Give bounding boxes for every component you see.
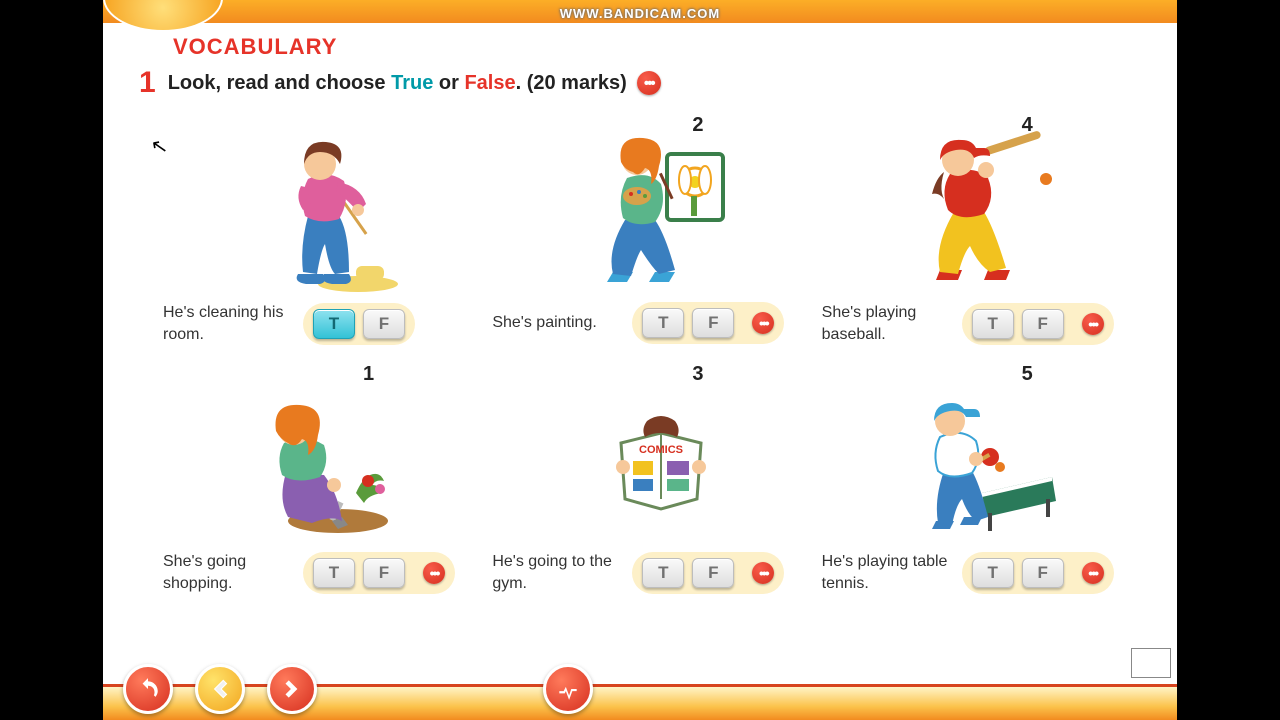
illustration-gardening xyxy=(163,363,482,543)
svg-text:COMICS: COMICS xyxy=(639,444,683,456)
section-title: VOCABULARY xyxy=(173,34,1141,60)
illustration-reading: COMICS xyxy=(492,363,811,543)
illustration-cleaning xyxy=(163,114,482,294)
exercise-item: 1 xyxy=(163,363,482,594)
tf-buttons: T F ••• xyxy=(303,552,455,594)
illustration-baseball xyxy=(822,114,1141,294)
exercise-item: 5 xyxy=(822,363,1141,594)
answer-row: He's cleaning his room. T F xyxy=(163,302,482,345)
content-area: ↖ VOCABULARY 1 Look, read and choose Tru… xyxy=(103,26,1177,594)
answer-row: He's playing table tennis. T F ••• xyxy=(822,551,1141,594)
instruction-text: Look, read and choose True or False. (20… xyxy=(168,72,627,95)
item-caption: She's going shopping. xyxy=(163,551,293,594)
answer-row: She's playing baseball. T F ••• xyxy=(822,302,1141,345)
exercise-number: 1 xyxy=(139,66,156,100)
exercise-item: 4 She's pla xyxy=(822,114,1141,345)
illustration-table-tennis xyxy=(822,363,1141,543)
tf-buttons: T F ••• xyxy=(962,552,1114,594)
instruction-suffix: . (20 marks) xyxy=(516,72,627,94)
exercise-grid: He's cleaning his room. T F 2 xyxy=(163,114,1141,594)
false-button[interactable]: F xyxy=(1022,558,1064,588)
instruction-or: or xyxy=(433,72,464,94)
false-button[interactable]: F xyxy=(1022,309,1064,339)
tf-buttons: T F ••• xyxy=(632,552,784,594)
hint-badge-icon[interactable]: ••• xyxy=(752,562,774,584)
watermark: WWW.BANDICAM.COM xyxy=(560,6,720,21)
prev-button[interactable] xyxy=(195,664,245,714)
true-button[interactable]: T xyxy=(642,308,684,338)
tools-button[interactable] xyxy=(543,664,593,714)
item-number: 3 xyxy=(692,363,703,386)
instruction-true: True xyxy=(391,72,433,94)
item-caption: She's painting. xyxy=(492,312,622,334)
hint-badge-icon[interactable]: ••• xyxy=(752,312,774,334)
hint-badge-icon[interactable]: ••• xyxy=(1082,562,1104,584)
item-number: 4 xyxy=(1022,114,1033,137)
true-button[interactable]: T xyxy=(313,309,355,339)
nav-buttons-left xyxy=(123,664,317,714)
instruction-false: False xyxy=(464,72,515,94)
hint-badge-icon[interactable]: ••• xyxy=(1082,313,1104,335)
true-button[interactable]: T xyxy=(972,309,1014,339)
tf-buttons: T F ••• xyxy=(962,303,1114,345)
page-input-box[interactable] xyxy=(1131,648,1171,678)
item-caption: He's playing table tennis. xyxy=(822,551,952,594)
false-button[interactable]: F xyxy=(692,558,734,588)
true-button[interactable]: T xyxy=(313,558,355,588)
exercise-item: 3 COMICS He' xyxy=(492,363,811,594)
item-caption: He's cleaning his room. xyxy=(163,302,293,345)
answer-row: She's painting. T F ••• xyxy=(492,302,811,344)
exercise-item: 2 xyxy=(492,114,811,345)
nav-buttons-center xyxy=(543,664,593,714)
false-button[interactable]: F xyxy=(363,309,405,339)
item-caption: He's going to the gym. xyxy=(492,551,622,594)
false-button[interactable]: F xyxy=(363,558,405,588)
answer-row: She's going shopping. T F ••• xyxy=(163,551,482,594)
true-button[interactable]: T xyxy=(972,558,1014,588)
item-number: 5 xyxy=(1022,363,1033,386)
audio-badge-icon[interactable]: ••• xyxy=(637,71,661,95)
tf-buttons: T F xyxy=(303,303,415,345)
instruction-row: 1 Look, read and choose True or False. (… xyxy=(163,66,1141,100)
false-button[interactable]: F xyxy=(692,308,734,338)
answer-row: He's going to the gym. T F ••• xyxy=(492,551,811,594)
undo-button[interactable] xyxy=(123,664,173,714)
illustration-painting xyxy=(492,114,811,294)
item-caption: She's playing baseball. xyxy=(822,302,952,345)
hint-badge-icon[interactable]: ••• xyxy=(423,562,445,584)
item-number: 1 xyxy=(363,363,374,386)
instruction-prefix: Look, read and choose xyxy=(168,72,391,94)
page: WWW.BANDICAM.COM ↖ VOCABULARY 1 Look, re… xyxy=(103,0,1177,720)
tf-buttons: T F ••• xyxy=(632,302,784,344)
item-number: 2 xyxy=(692,114,703,137)
true-button[interactable]: T xyxy=(642,558,684,588)
exercise-item: He's cleaning his room. T F xyxy=(163,114,482,345)
next-button[interactable] xyxy=(267,664,317,714)
